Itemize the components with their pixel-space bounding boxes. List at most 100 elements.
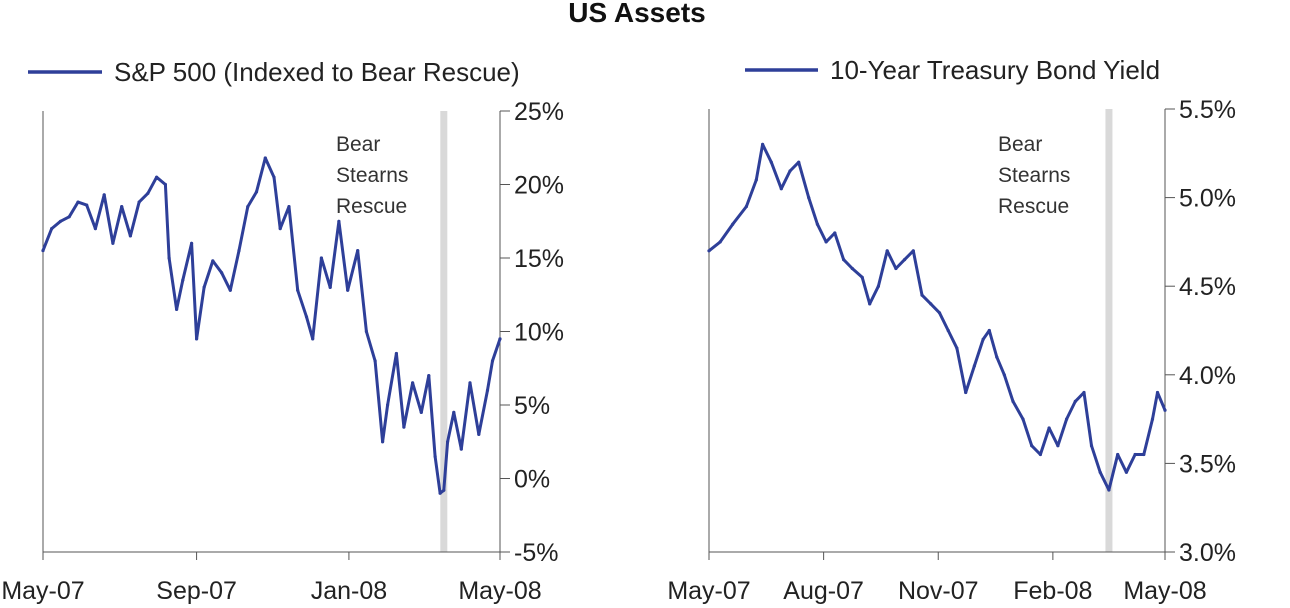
- data-point: [381, 440, 385, 444]
- x-tick-label: Feb-08: [1013, 577, 1092, 605]
- data-point: [452, 410, 456, 414]
- data-point: [981, 337, 985, 341]
- data-point: [246, 205, 250, 209]
- x-tick-label: Nov-07: [898, 577, 979, 605]
- data-point: [824, 240, 828, 244]
- legend-label: 10-Year Treasury Bond Yield: [830, 55, 1160, 85]
- data-point: [211, 259, 215, 263]
- data-point: [779, 187, 783, 191]
- data-point: [120, 205, 124, 209]
- data-point: [146, 191, 150, 195]
- y-tick-label: 0%: [514, 466, 550, 494]
- data-point: [254, 190, 259, 194]
- series-line: [41, 156, 502, 495]
- data-point: [93, 227, 97, 231]
- data-point: [459, 447, 463, 451]
- data-point: [228, 288, 232, 292]
- data-point: [272, 175, 276, 179]
- data-point: [797, 160, 801, 164]
- data-point: [1065, 417, 1069, 421]
- data-point: [868, 302, 872, 306]
- data-point: [1002, 373, 1006, 377]
- data-point: [373, 359, 377, 363]
- y-tick-label: 4.0%: [1179, 362, 1236, 390]
- data-point: [137, 200, 141, 204]
- y-tick-label: 10%: [514, 319, 564, 347]
- data-point: [929, 302, 933, 306]
- x-tick-label: May-08: [1123, 577, 1206, 605]
- data-point: [202, 285, 206, 289]
- rescue-annotation: Bear: [336, 133, 380, 156]
- data-point: [402, 425, 406, 429]
- rescue-annotation: Stearns: [336, 164, 408, 187]
- sp500-panel: S&P 500 (Indexed to Bear Rescue) -5% 0% 5% 1…: [1, 57, 564, 605]
- data-point: [498, 337, 502, 341]
- data-point: [1021, 417, 1025, 421]
- data-point: [356, 249, 360, 253]
- figure-title: US Assets: [568, 0, 705, 28]
- data-point: [833, 231, 837, 235]
- data-point: [744, 204, 749, 209]
- data-point: [411, 381, 415, 385]
- legend-label: S&P 500 (Indexed to Bear Rescue): [114, 57, 520, 87]
- rescue-band: [1105, 109, 1113, 552]
- data-point: [102, 193, 106, 197]
- data-point: [163, 182, 167, 187]
- data-point: [885, 249, 889, 253]
- data-point: [442, 488, 446, 492]
- data-point: [446, 440, 450, 444]
- data-point: [995, 355, 999, 359]
- data-point: [50, 227, 54, 231]
- data-point: [433, 454, 437, 458]
- data-point: [1030, 444, 1034, 448]
- x-tick-label: Jan-08: [311, 577, 387, 605]
- rescue-annotation: Rescue: [336, 195, 407, 218]
- data-point: [76, 200, 80, 204]
- data-point: [220, 271, 224, 275]
- data-point: [85, 203, 89, 207]
- data-point: [946, 328, 950, 333]
- y-tick-label: 3.0%: [1179, 539, 1236, 567]
- data-point: [761, 142, 765, 146]
- y-tick-label: -5%: [514, 539, 558, 567]
- data-point: [1116, 452, 1120, 457]
- data-point: [731, 222, 735, 226]
- data-point: [920, 293, 924, 297]
- data-point: [754, 178, 758, 182]
- data-point: [860, 275, 864, 279]
- data-point: [955, 346, 959, 350]
- rescue-band: [440, 111, 448, 552]
- y-tick-label: 5.0%: [1179, 185, 1236, 213]
- x-tick-label: Aug-07: [783, 577, 864, 605]
- data-point: [1089, 444, 1094, 448]
- data-point: [1011, 399, 1015, 403]
- data-point: [386, 403, 390, 407]
- data-point: [296, 288, 300, 292]
- data-point: [167, 256, 171, 260]
- data-point: [155, 175, 159, 179]
- data-point: [903, 258, 907, 262]
- y-tick-label: 15%: [514, 245, 564, 273]
- x-tick-label: Sep-07: [156, 577, 237, 605]
- data-point: [850, 266, 854, 271]
- rescue-annotation: Rescue: [998, 195, 1069, 218]
- data-point: [190, 241, 194, 245]
- data-point: [175, 307, 179, 311]
- data-point: [707, 249, 711, 253]
- data-point: [718, 240, 722, 244]
- data-point: [319, 256, 323, 260]
- data-point: [1133, 452, 1137, 457]
- data-point: [842, 258, 846, 262]
- data-point: [1124, 470, 1128, 474]
- rescue-annotation: Bear: [998, 133, 1042, 156]
- y-tick-label: 5.5%: [1179, 96, 1236, 124]
- y-tick-label: 20%: [514, 172, 564, 200]
- data-point: [41, 249, 45, 253]
- data-point: [468, 381, 472, 385]
- series-line: [707, 142, 1167, 492]
- data-point: [485, 388, 490, 392]
- data-point: [807, 196, 811, 200]
- x-tick-label: May-07: [1, 577, 84, 605]
- data-point: [1098, 470, 1102, 474]
- data-point: [67, 215, 71, 219]
